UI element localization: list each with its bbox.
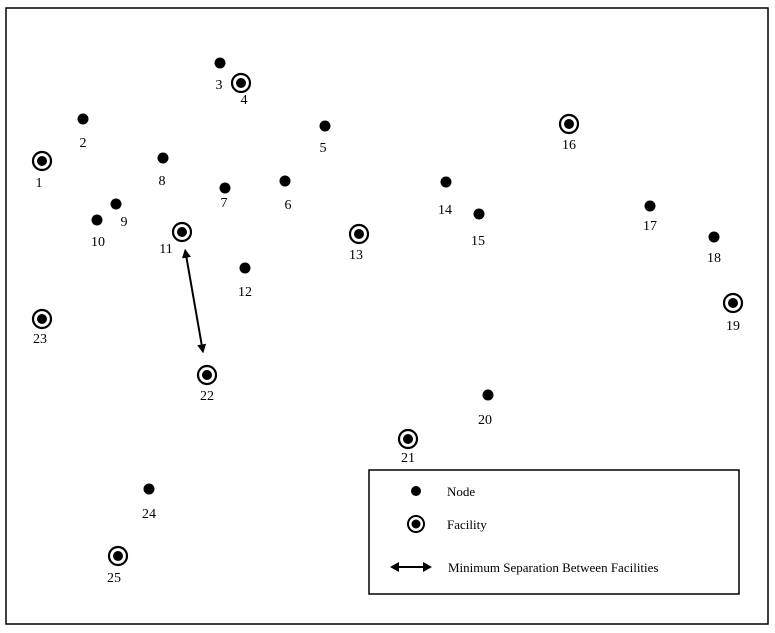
diagram-border bbox=[5, 7, 769, 625]
facility-23: 23 bbox=[31, 308, 53, 347]
point-label-22: 22 bbox=[200, 389, 214, 404]
facility-11: 11 bbox=[159, 221, 193, 257]
point-label-18: 18 bbox=[707, 251, 721, 266]
facility-22: 22 bbox=[196, 364, 218, 404]
separation-arrow bbox=[182, 248, 207, 354]
separation-arrow-line bbox=[185, 255, 203, 347]
facility-16: 16 bbox=[558, 113, 580, 153]
facility-25: 25 bbox=[107, 545, 129, 586]
point-label-14: 14 bbox=[438, 203, 452, 218]
facility-1: 1 bbox=[31, 150, 53, 191]
point-label-4: 4 bbox=[241, 93, 248, 108]
point-label-11: 11 bbox=[159, 242, 172, 257]
node-12: 12 bbox=[238, 262, 252, 300]
legend-facility-icon bbox=[407, 515, 425, 533]
separation-arrow-head-start bbox=[182, 248, 191, 259]
point-label-21: 21 bbox=[401, 451, 415, 466]
facility-21: 21 bbox=[397, 428, 419, 466]
legend-node-icon bbox=[411, 486, 421, 496]
point-label-12: 12 bbox=[238, 285, 252, 300]
node-14: 14 bbox=[438, 176, 452, 218]
point-label-13: 13 bbox=[349, 248, 363, 263]
node-3: 3 bbox=[214, 57, 226, 93]
point-label-24: 24 bbox=[142, 507, 156, 522]
facility-4: 4 bbox=[230, 72, 252, 108]
node-2: 2 bbox=[77, 113, 89, 151]
node-6: 6 bbox=[279, 175, 292, 213]
node-18: 18 bbox=[707, 231, 721, 266]
point-label-19: 19 bbox=[726, 319, 740, 334]
node-17: 17 bbox=[643, 200, 657, 234]
legend-separation-label: Minimum Separation Between Facilities bbox=[448, 560, 659, 575]
node-10: 10 bbox=[91, 214, 105, 250]
point-label-3: 3 bbox=[216, 78, 223, 93]
point-label-23: 23 bbox=[33, 332, 47, 347]
node-8: 8 bbox=[157, 152, 169, 189]
point-label-15: 15 bbox=[471, 234, 485, 249]
point-label-10: 10 bbox=[91, 235, 105, 250]
point-label-9: 9 bbox=[121, 215, 128, 230]
point-label-6: 6 bbox=[285, 198, 292, 213]
legend-facility-label: Facility bbox=[447, 517, 487, 532]
facility-13: 13 bbox=[348, 223, 370, 263]
node-9: 9 bbox=[110, 198, 128, 230]
point-label-8: 8 bbox=[159, 174, 166, 189]
node-15: 15 bbox=[471, 208, 485, 249]
node-7: 7 bbox=[219, 182, 231, 211]
node-20: 20 bbox=[478, 389, 494, 428]
point-label-5: 5 bbox=[320, 141, 327, 156]
legend-box bbox=[368, 469, 740, 595]
separation-arrow-head-end bbox=[197, 343, 207, 354]
point-label-16: 16 bbox=[562, 138, 576, 153]
legend: Node Facility Minimum Separation Between… bbox=[368, 469, 740, 595]
point-label-2: 2 bbox=[80, 136, 87, 151]
point-label-20: 20 bbox=[478, 413, 492, 428]
point-label-7: 7 bbox=[221, 196, 228, 211]
node-24: 24 bbox=[142, 483, 156, 522]
legend-separation-icon bbox=[390, 562, 432, 572]
point-label-25: 25 bbox=[107, 571, 121, 586]
point-label-17: 17 bbox=[643, 219, 657, 234]
legend-node-label: Node bbox=[447, 484, 475, 499]
node-5: 5 bbox=[319, 120, 331, 156]
point-label-1: 1 bbox=[36, 176, 43, 191]
facility-19: 19 bbox=[722, 292, 744, 334]
